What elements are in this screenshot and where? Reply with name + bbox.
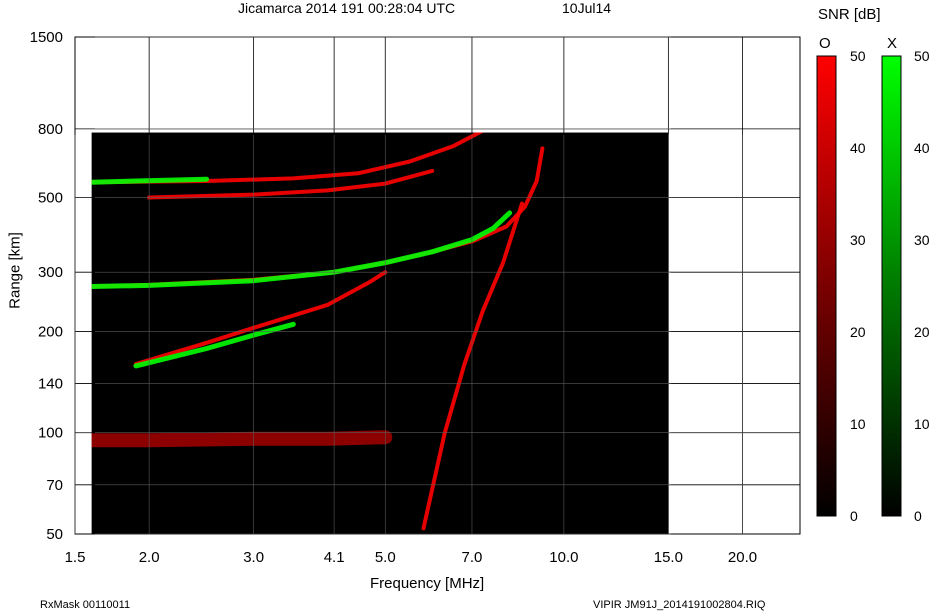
x-tick-label: 20.0 [728,549,757,566]
colorbar-o-tick: 40 [850,140,866,156]
echo-trace [91,176,210,185]
colorbar-x-label: X [887,35,898,52]
x-tick-label: 4.1 [324,549,345,566]
y-tick-label: 800 [38,121,63,138]
colorbar-x [881,55,902,517]
y-tick-label: 200 [38,323,63,340]
x-tick-label: 5.0 [375,549,396,566]
colorbar-o [816,55,837,517]
chart-title: Jicamarca 2014 191 00:28:04 UTC [238,0,456,16]
y-tick-label: 500 [38,190,63,207]
x-tick-label: 1.5 [65,549,86,566]
colorbar-x-tick: 0 [914,508,922,524]
colorbar-x-tick: 20 [914,324,930,340]
y-tick-label: 70 [46,477,63,494]
echo-trace [421,201,524,531]
echo-trace [91,430,393,448]
y-tick-label: 300 [38,264,63,281]
y-tick-label: 1500 [30,29,63,46]
colorbar-x-tick: 30 [914,232,930,248]
colorbar-o-tick: 20 [850,324,866,340]
x-axis-label: Frequency [MHz] [370,575,485,592]
colorbar-x-tick: 10 [914,416,930,432]
echo-trace [147,168,435,200]
chart-date: 10Jul14 [562,0,612,16]
echo-trace [133,321,296,369]
y-tick-label: 140 [38,376,63,393]
colorbar-o-tick: 0 [850,508,858,524]
y-tick-labels: 50 70 100 140 200 300 500 800 1500 [30,29,63,543]
y-tick-label: 100 [38,425,63,442]
grid-over-data [74,36,743,535]
colorbar-title: SNR [dB] [818,6,881,23]
colorbar-o-tick: 10 [850,416,866,432]
x-tick-label: 7.0 [462,549,483,566]
colorbar-x-tick: 40 [914,140,930,156]
footer-rxmask: RxMask 00110011 [40,599,131,611]
footer-file: VIPIR JM91J_2014191002804.RIQ [593,599,766,611]
x-tick-label: 3.0 [243,549,264,566]
colorbar-tick-labels: 0 0 10 10 20 20 30 30 40 40 50 50 [850,48,930,524]
echo-traces [91,132,545,531]
colorbar-o-tick: 50 [850,48,866,64]
x-tick-label: 2.0 [139,549,160,566]
colorbar-o-label: O [819,35,831,52]
y-axis-label: Range [km] [6,232,24,309]
colorbar-o-tick: 30 [850,232,866,248]
x-tick-label: 15.0 [654,549,683,566]
x-tick-labels: 1.5 2.0 3.0 4.1 5.0 7.0 10.0 15.0 20.0 [65,549,758,566]
data-region [91,132,669,535]
echo-trace [133,270,388,366]
colorbar-x-tick: 50 [914,48,930,64]
y-tick-label: 50 [46,526,63,543]
x-tick-label: 10.0 [549,549,578,566]
